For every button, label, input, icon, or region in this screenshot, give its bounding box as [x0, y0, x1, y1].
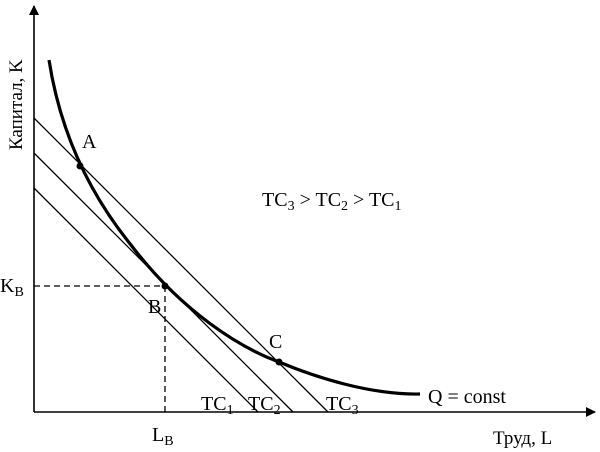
isocost-relation: TC3 > TC2 > TC1 — [262, 189, 402, 214]
point-c-label: C — [269, 331, 282, 353]
kb-label-sub: B — [14, 285, 23, 300]
isoquant-curve — [47, 59, 421, 396]
relation-tc3-sub: 3 — [288, 199, 295, 214]
point-b-label: B — [148, 296, 161, 318]
kb-label-main: K — [0, 275, 15, 297]
lb-label: LB — [152, 424, 174, 449]
tc2-sub: 2 — [274, 403, 281, 418]
isocost-label-tc2: TC2 — [248, 393, 281, 418]
tc2-main: TC — [248, 393, 274, 415]
point-b-marker — [161, 282, 169, 290]
relation-tc3-main: TC — [262, 189, 288, 211]
lb-label-sub: B — [164, 434, 173, 449]
relation-op1: > — [295, 189, 316, 211]
x-axis-label: Труд, L — [493, 428, 552, 449]
isocost-line-tc1 — [33, 187, 259, 413]
relation-tc2-sub: 2 — [341, 199, 348, 214]
y-axis-label: Капитал, K — [6, 59, 27, 150]
kb-label: KB — [0, 275, 24, 300]
tc1-sub: 1 — [227, 403, 234, 418]
tc3-sub: 3 — [352, 403, 359, 418]
relation-tc2-main: TC — [315, 189, 341, 211]
point-a-label: A — [82, 131, 97, 153]
point-c-marker — [275, 358, 283, 366]
isocost-label-tc3: TC3 — [326, 393, 359, 418]
relation-tc1-main: TC — [369, 189, 395, 211]
relation-tc1-sub: 1 — [395, 199, 402, 214]
tc3-main: TC — [326, 393, 352, 415]
isocost-label-tc1: TC1 — [201, 393, 234, 418]
point-a-marker — [76, 162, 84, 170]
relation-op2: > — [348, 189, 369, 211]
tc1-main: TC — [201, 393, 227, 415]
lb-label-main: L — [152, 424, 164, 446]
isoquant-label: Q = const — [428, 386, 506, 408]
